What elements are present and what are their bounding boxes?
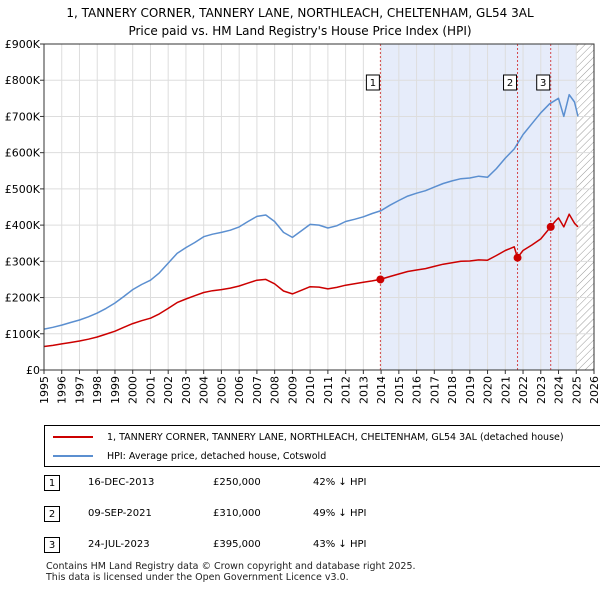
title-line-1: 1, TANNERY CORNER, TANNERY LANE, NORTHLE… xyxy=(66,6,534,20)
x-tick-label: 2002 xyxy=(162,376,175,404)
x-tick-label: 2025 xyxy=(570,376,583,404)
sale-date: 16-DEC-2013 xyxy=(88,477,155,488)
sale-price: £395,000 xyxy=(213,539,261,550)
y-tick-label: £200K xyxy=(5,292,41,305)
x-tick-label: 2014 xyxy=(375,376,388,404)
hpi-line xyxy=(44,93,579,330)
x-tick-label: 1998 xyxy=(91,376,104,404)
x-tick-label: 1999 xyxy=(109,376,122,404)
sale-number-badge: 1 xyxy=(44,475,60,491)
shaded-region xyxy=(380,44,577,370)
x-tick-label: 2021 xyxy=(499,376,512,404)
y-tick-label: £500K xyxy=(5,183,41,196)
x-tick-label: 2017 xyxy=(428,376,441,404)
legend-label-hpi: HPI: Average price, detached house, Cots… xyxy=(107,450,327,462)
sale-price: £310,000 xyxy=(213,508,261,519)
x-tick-label: 2018 xyxy=(446,376,459,404)
y-tick-label: £0 xyxy=(26,364,40,377)
x-tick-label: 2013 xyxy=(357,376,370,404)
y-tick-label: £700K xyxy=(5,110,41,123)
legend-label-price: 1, TANNERY CORNER, TANNERY LANE, NORTHLE… xyxy=(107,431,564,443)
sale-date: 24-JUL-2023 xyxy=(88,539,150,550)
x-tick-label: 2008 xyxy=(269,376,282,404)
sale-marker-box xyxy=(503,74,518,91)
y-tick-label: £600K xyxy=(5,147,41,160)
x-tick-label: 2010 xyxy=(304,376,317,404)
sale-row: 2 09-SEP-2021 £310,000 49% ↓ HPI xyxy=(0,506,600,526)
footer-line-2: This data is licensed under the Open Gov… xyxy=(46,572,349,583)
hatched-region xyxy=(576,44,594,370)
sale-price: £250,000 xyxy=(213,477,261,488)
x-tick-label: 2000 xyxy=(127,376,140,404)
y-tick-label: £400K xyxy=(5,219,41,232)
title-line-2: Price paid vs. HM Land Registry's House … xyxy=(128,24,472,38)
x-tick-label: 2003 xyxy=(180,376,193,404)
price-chart: 1 2 3 £0 £100K £200K £300K £400K £500K £600K £700… xyxy=(5,38,600,404)
y-tick-label: £300K xyxy=(5,255,41,268)
x-tick-label: 2023 xyxy=(535,376,548,404)
y-tick-label: £800K xyxy=(5,74,41,87)
sale-point xyxy=(513,253,522,262)
legend-swatch-hpi xyxy=(53,455,93,457)
chart-title: 1, TANNERY CORNER, TANNERY LANE, NORTHLE… xyxy=(0,0,600,40)
x-tick-label: 2007 xyxy=(251,376,264,404)
sale-marker-label: 2 xyxy=(507,78,513,89)
x-tick-label: 1995 xyxy=(38,376,51,404)
sale-marker-label: 3 xyxy=(540,78,546,89)
x-tick-label: 2006 xyxy=(233,376,246,404)
sale-hpi-diff: 43% ↓ HPI xyxy=(313,539,367,550)
x-tick-label: 2020 xyxy=(482,376,495,404)
footer-attribution: Contains HM Land Registry data © Crown c… xyxy=(46,561,416,583)
x-tick-label: 2004 xyxy=(198,376,211,404)
x-tick-label: 2019 xyxy=(464,376,477,404)
plot-frame xyxy=(43,43,595,371)
footer-line-1: Contains HM Land Registry data © Crown c… xyxy=(46,561,416,572)
x-tick-label: 2024 xyxy=(553,376,566,404)
sale-marker-box xyxy=(536,74,551,91)
x-tick-label: 2011 xyxy=(322,376,335,404)
legend-swatch-price xyxy=(53,436,93,438)
x-tick-label: 2026 xyxy=(588,376,600,404)
sale-row: 3 24-JUL-2023 £395,000 43% ↓ HPI xyxy=(0,537,600,557)
x-tick-label: 2009 xyxy=(286,376,299,404)
sale-row: 1 16-DEC-2013 £250,000 42% ↓ HPI xyxy=(0,475,600,495)
y-tick-label: £100K xyxy=(5,328,41,341)
legend-item-hpi: HPI: Average price, detached house, Cots… xyxy=(53,448,326,464)
y-tick-label: £900K xyxy=(5,38,41,51)
price-paid-line xyxy=(44,213,579,348)
x-tick-label: 2012 xyxy=(340,376,353,404)
sale-number-badge: 3 xyxy=(44,537,60,553)
sale-number-badge: 2 xyxy=(44,506,60,522)
x-tick-label: 2022 xyxy=(517,376,530,404)
x-tick-label: 2015 xyxy=(393,376,406,404)
legend-item-price: 1, TANNERY CORNER, TANNERY LANE, NORTHLE… xyxy=(53,429,564,445)
x-tick-label: 2001 xyxy=(144,376,157,404)
x-tick-label: 1996 xyxy=(56,376,69,404)
sale-hpi-diff: 49% ↓ HPI xyxy=(313,508,367,519)
sale-point xyxy=(376,275,385,284)
sale-date: 09-SEP-2021 xyxy=(88,508,152,519)
chart-legend: 1, TANNERY CORNER, TANNERY LANE, NORTHLE… xyxy=(44,425,600,467)
x-tick-label: 2016 xyxy=(411,376,424,404)
x-tick-label: 2005 xyxy=(215,376,228,404)
sale-marker-box xyxy=(365,74,380,91)
sale-hpi-diff: 42% ↓ HPI xyxy=(313,477,367,488)
x-tick-label: 1997 xyxy=(73,376,86,404)
sale-point xyxy=(546,222,555,231)
sale-marker-label: 1 xyxy=(370,78,376,89)
